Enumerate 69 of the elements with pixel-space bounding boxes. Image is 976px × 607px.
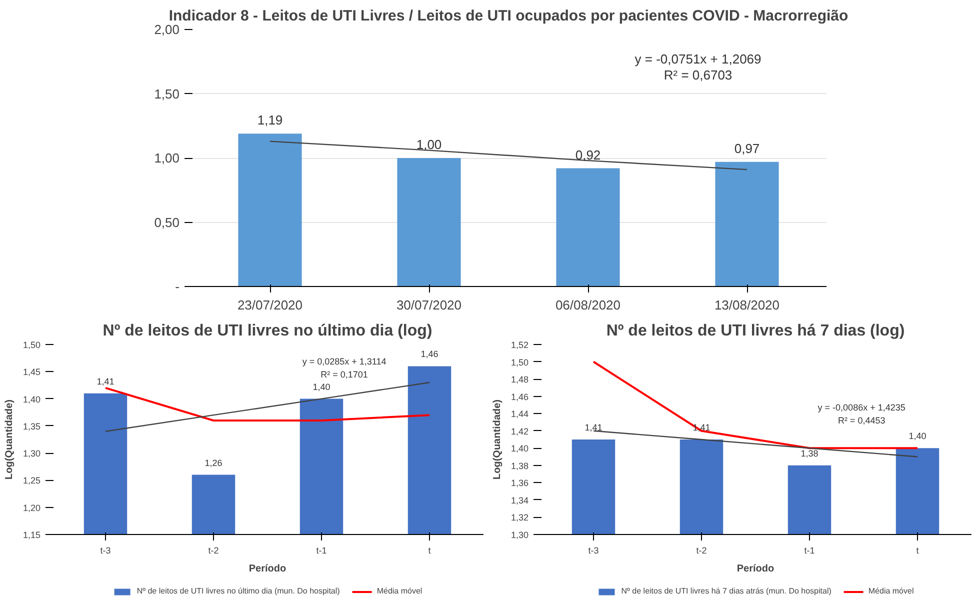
y-tick-label: 1,40: [22, 394, 41, 404]
data-label: 0,97: [734, 140, 760, 156]
y-tick-label: 1,46: [510, 392, 529, 402]
x-axis-title: Período: [248, 564, 286, 574]
data-label: 0,92: [575, 147, 601, 162]
annotation: y = 0,0285x + 1,3114: [302, 356, 386, 366]
y-tick-label: 1,52: [510, 340, 529, 350]
x-tick-label: t-1: [316, 546, 327, 556]
y-tick-label: 1,40: [510, 444, 529, 454]
y-tick-label: 1,50: [22, 340, 41, 350]
y-tick-label: 1,00: [154, 150, 180, 166]
annotation: R² = 0,1701: [320, 370, 368, 380]
data-label: 1,46: [420, 349, 438, 360]
x-tick-label: t: [428, 546, 432, 556]
y-tick-label: 1,15: [22, 530, 41, 540]
y-tick-label: 1,32: [510, 512, 529, 523]
bar: [715, 162, 779, 286]
y-tick-label: 1,44: [510, 409, 529, 420]
y-tick-label: 1,34: [510, 495, 529, 506]
data-label: 1,00: [416, 137, 442, 152]
y-tick-label: 1,35: [22, 421, 41, 432]
annotation: y = -0,0086x + 1,4235: [818, 402, 906, 412]
bar: [397, 158, 461, 286]
data-label: 1,19: [257, 112, 283, 128]
annotation: R² = 0,4453: [838, 416, 886, 426]
y-tick-label: 2,00: [154, 22, 180, 37]
x-tick-label: 23/07/2020: [237, 298, 303, 312]
x-tick-label: t-2: [696, 546, 707, 556]
x-tick-label: 30/07/2020: [396, 298, 462, 312]
y-tick-label: -: [175, 279, 180, 294]
bar: [556, 168, 620, 286]
y-tick-label: 1,38: [510, 460, 529, 471]
legend-label: Média móvel: [868, 586, 914, 596]
y-tick-label: 1,42: [510, 426, 529, 436]
y-tick-label: 1,45: [22, 367, 41, 378]
x-tick-label: t-3: [588, 546, 599, 556]
x-tick-label: t-3: [100, 546, 111, 556]
x-tick-label: t-2: [208, 546, 219, 556]
chart-title: Nº de leitos de UTI livres no último dia (log): [102, 322, 432, 340]
data-label: 1,26: [204, 458, 222, 468]
y-tick-label: 1,20: [22, 502, 41, 513]
y-axis-title: Log(Quantidade): [4, 399, 15, 480]
data-label: 1,41: [96, 376, 114, 386]
x-tick-label: t-1: [804, 546, 815, 556]
data-label: 1,40: [908, 431, 926, 442]
y-tick-label: 1,36: [510, 478, 529, 488]
data-label: 1,41: [584, 422, 602, 432]
annotation: y = -0,0751x + 1,2069: [634, 52, 762, 66]
y-axis-title: Log(Quantidade): [492, 399, 503, 480]
y-tick-label: 1,30: [510, 530, 529, 540]
y-tick-label: 1,30: [22, 448, 41, 459]
chart-title: Indicador 8 - Leitos de UTI Livres / Leitos de UTI ocupados por pacientes COVID - Macrorregião: [168, 8, 848, 24]
y-tick-label: 1,50: [154, 86, 180, 102]
y-tick-label: 0,50: [154, 214, 180, 230]
annotation: R² = 0,6703: [664, 68, 732, 82]
legend-label: Nº de leitos de UTI livres no último dia (mun. Do hospital): [136, 586, 340, 596]
x-tick-label: 13/08/2020: [714, 298, 780, 312]
y-tick-label: 1,48: [510, 374, 529, 385]
chart-title: Nº de leitos de UTI livres há 7 dias (log): [606, 322, 905, 340]
data-label: 1,40: [312, 382, 330, 392]
legend-label: Nº de leitos de UTI livres há 7 dias atrás (mun. Do hospital): [621, 586, 832, 596]
bar: [238, 134, 302, 286]
legend-label: Média móvel: [376, 586, 422, 596]
y-tick-label: 1,25: [22, 476, 41, 486]
x-axis-title: Período: [736, 564, 774, 574]
x-tick-label: 06/08/2020: [555, 298, 621, 312]
x-tick-label: t: [916, 546, 920, 556]
data-label: 1,38: [800, 448, 818, 458]
y-tick-label: 1,50: [510, 357, 529, 368]
